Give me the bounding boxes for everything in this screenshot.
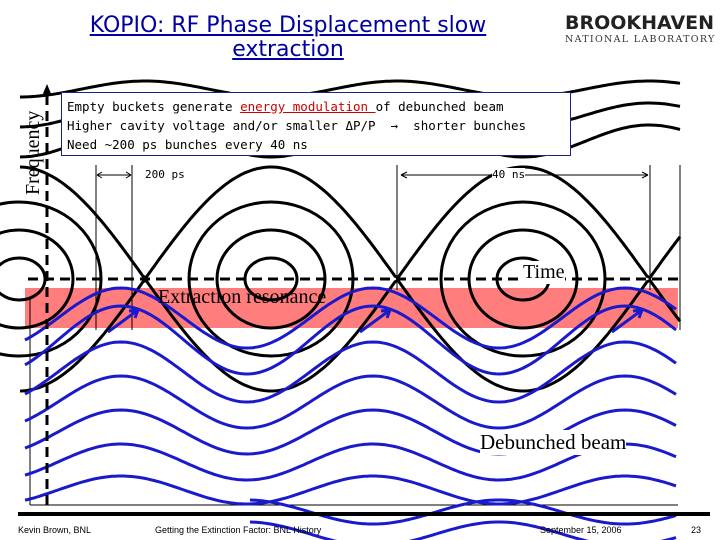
logo-subtitle: NATIONAL LABORATORY — [565, 34, 716, 45]
beam-arrow — [611, 308, 644, 334]
logo-name: BROOKHAVEN — [565, 12, 715, 34]
footer-rule — [18, 512, 710, 516]
beam-line — [24, 442, 677, 482]
info-line-1: Empty buckets generate — [67, 99, 241, 114]
beam-line — [249, 520, 677, 540]
info-box: Empty buckets generate energy modulation… — [61, 92, 571, 156]
info-line-1-end: of debunched beam — [375, 99, 504, 114]
separatrix-lower — [19, 278, 682, 393]
beam-line — [24, 304, 677, 376]
resonance-label: Extraction resonance — [158, 286, 327, 308]
footer-page: 23 — [691, 525, 702, 535]
beam-line — [24, 408, 677, 456]
footer-talk: Getting the Extinction Factor: BNL Histo… — [155, 525, 322, 535]
footer-date: September 15, 2006 — [540, 525, 622, 535]
footer-author: Kevin Brown, BNL — [18, 525, 92, 535]
dim-200ps-label: 200 ps — [145, 168, 185, 181]
frequency-axis-arrow — [42, 84, 52, 96]
x-axis-label: Time — [523, 261, 565, 284]
info-highlight: energy modulation — [240, 99, 376, 114]
separatrix-upper — [19, 165, 682, 280]
slide-title: KOPIO: RF Phase Displacement slow extrac… — [89, 13, 487, 62]
dim-40ns-label: 40 ns — [492, 168, 526, 181]
brookhaven-logo: BROOKHAVEN NATIONAL LABORATORY — [565, 12, 720, 45]
beam-label: Debunched beam — [480, 430, 627, 455]
beam-line — [24, 286, 677, 350]
beam-line — [24, 474, 677, 506]
bucket-orbit — [0, 256, 47, 302]
beam-arrow — [107, 308, 140, 334]
info-line-2: Higher cavity voltage and/or smaller ΔP/… — [67, 118, 527, 133]
beam-arrow — [359, 308, 392, 334]
info-line-3: Need ~200 ps bunches every 40 ns — [67, 137, 308, 152]
beam-line — [24, 374, 677, 430]
y-axis-label: Frequency — [22, 110, 44, 195]
bucket-orbit — [0, 228, 75, 330]
beam-line — [24, 340, 677, 404]
dim-200ps-arrow — [96, 171, 132, 179]
